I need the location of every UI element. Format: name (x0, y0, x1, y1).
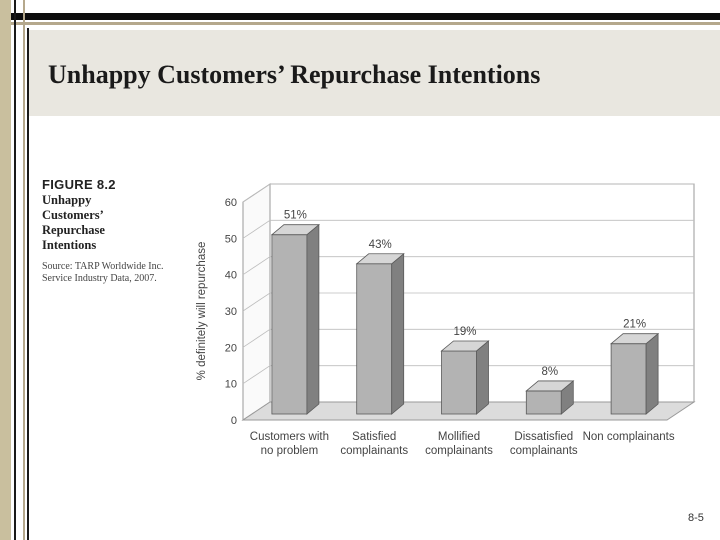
figure-title: Unhappy Customers’ Repurchase Intentions (42, 193, 192, 253)
y-tick-label: 30 (225, 306, 237, 318)
data-label: 8% (541, 366, 558, 378)
x-tick-label: complainants (425, 445, 493, 457)
x-tick-label: Mollified (438, 431, 480, 443)
slide-title: Unhappy Customers’ Repurchase Intentions (48, 60, 541, 89)
gridline (242, 292, 694, 312)
y-tick-label: 20 (225, 342, 237, 354)
bar (610, 343, 647, 415)
bar (356, 263, 393, 415)
data-label: 21% (623, 319, 646, 331)
bar-side (645, 332, 659, 415)
figure-source-line: Source: TARP Worldwide Inc. (42, 261, 164, 272)
data-label: 51% (284, 210, 307, 222)
figure-source-line: Service Industry Data, 2007. (42, 273, 157, 284)
top-border (0, 0, 720, 12)
x-tick-label: no problem (261, 445, 319, 457)
x-tick-label: Dissatisfied (514, 431, 573, 443)
gridline (242, 183, 694, 203)
data-label: 19% (453, 326, 476, 338)
figure-title-line: Repurchase (42, 223, 105, 237)
gridline (242, 365, 694, 384)
y-tick-label: 10 (225, 379, 237, 391)
page-number: 8-5 (688, 512, 704, 524)
figure-caption: FIGURE 8.2 Unhappy Customers’ Repurchase… (42, 177, 192, 285)
figure-label: FIGURE 8.2 (42, 177, 116, 192)
y-tick-label: 50 (225, 233, 237, 245)
bar-side (306, 223, 320, 415)
x-tick-label: Customers with (250, 431, 329, 443)
bar (525, 390, 562, 415)
left-rule-tan (23, 0, 25, 540)
data-label: 43% (369, 239, 392, 251)
y-axis-label: % definitely will repurchase (196, 242, 208, 381)
bar-side (391, 252, 405, 415)
bar-top (440, 340, 490, 352)
title-band (29, 30, 720, 116)
figure-title-line: Intentions (42, 238, 97, 252)
bar (271, 234, 308, 415)
bar-top (355, 253, 405, 265)
x-tick-label: complainants (340, 445, 408, 457)
bar-top (270, 224, 321, 236)
y-tick-label: 60 (225, 197, 237, 209)
figure-title-line: Customers’ (42, 208, 104, 222)
figure-source: Source: TARP Worldwide Inc. Service Indu… (42, 261, 192, 285)
bar-top (609, 333, 660, 345)
top-rule-tan (0, 22, 720, 25)
figure-title-line: Unhappy (42, 193, 92, 207)
left-rule-inner (27, 28, 29, 540)
y-tick-label: 40 (225, 270, 237, 282)
x-tick-label: Non complainants (583, 431, 675, 443)
left-rule (14, 0, 16, 540)
bar-top (525, 380, 575, 392)
x-tick-label: Satisfied (352, 431, 396, 443)
bar (441, 350, 477, 415)
x-tick-label: complainants (510, 445, 578, 457)
bar-chart: 0 10 20 30 40 50 60 % definitely will repurchas… (196, 183, 696, 457)
top-rule (0, 13, 720, 20)
gridline (242, 256, 694, 275)
gridline (242, 328, 694, 348)
bar-side (476, 340, 489, 415)
gridline (242, 219, 694, 239)
y-tick-label: 0 (231, 415, 237, 427)
left-border (0, 0, 11, 540)
